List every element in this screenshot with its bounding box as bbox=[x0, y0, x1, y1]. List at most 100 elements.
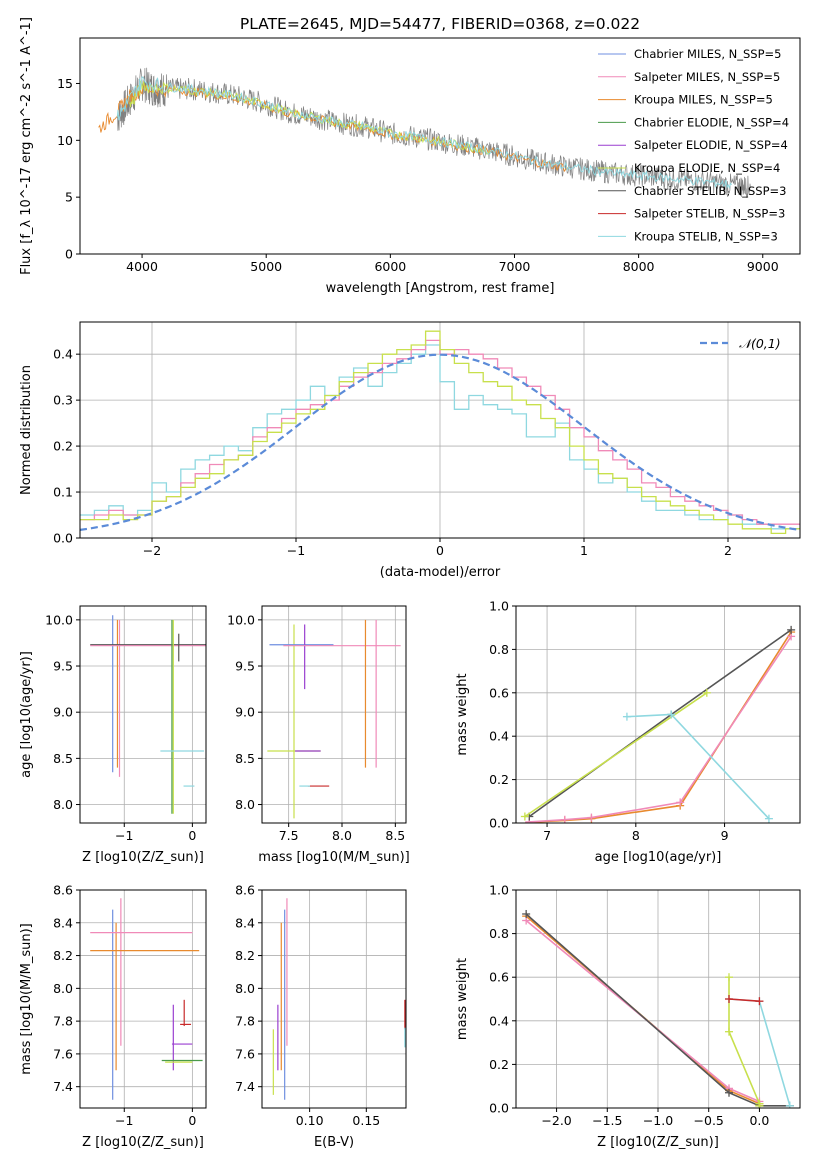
y-tick-label: 8.6 bbox=[53, 883, 73, 898]
x-tick-label: −1 bbox=[115, 1113, 133, 1128]
weight-marker bbox=[725, 995, 733, 1003]
spectrum-series-MILES bbox=[98, 81, 569, 173]
y-tick-label: 8.4 bbox=[53, 915, 73, 930]
y-tick-label: 0.0 bbox=[489, 816, 509, 831]
weight-marker bbox=[725, 973, 733, 982]
x-tick-label: 5000 bbox=[250, 259, 282, 274]
y-tick-label: 9.5 bbox=[235, 659, 255, 674]
weight-line-STELIB bbox=[525, 913, 790, 1107]
y-tick-label: 7.6 bbox=[235, 1046, 255, 1061]
x-axis-label: mass [log10(M/M_sun)] bbox=[258, 850, 410, 865]
panels: 4000 5000 6000 7000 8000 9000051015wavelength… bbox=[19, 17, 801, 1150]
normal-curve bbox=[80, 353, 800, 531]
y-tick-label: 1.0 bbox=[489, 883, 509, 898]
x-tick-label: 0.15 bbox=[352, 1113, 380, 1128]
axes: 7 8 9 0.0 0.2 0.4 0.6 0.8 1.0 age [log10(age/yr)]… bbox=[455, 599, 801, 865]
weight-marker bbox=[787, 625, 796, 634]
legend-entry: Kroupa MILES, N_SSP=5 bbox=[634, 93, 773, 107]
x-tick-label: 7000 bbox=[499, 259, 531, 274]
weight-marker bbox=[520, 812, 529, 821]
legend-entry: Chabrier ELODIE, N_SSP=4 bbox=[634, 115, 789, 129]
axes-frame bbox=[79, 37, 801, 255]
y-tick-label: 0.2 bbox=[489, 772, 509, 787]
weight-marker bbox=[587, 813, 596, 822]
panel-weight_vs_Z: −2.0 −1.5 −1.0 −0.5 0.0 0.0 0.2 0.4 0.6 0.8 1.0 Z [… bbox=[455, 883, 801, 1150]
legend-entry: 𝒩(0,1) bbox=[739, 336, 781, 351]
weight-marker bbox=[676, 798, 685, 807]
spectrum-series-data bbox=[116, 67, 751, 198]
x-tick-label: 0 bbox=[188, 1113, 196, 1128]
y-tick-label: 1.0 bbox=[489, 599, 509, 614]
y-axis-label: age [log10(age/yr)] bbox=[19, 651, 34, 778]
y-tick-label: 8.5 bbox=[235, 751, 255, 766]
legend-entry: Salpeter MILES, N_SSP=5 bbox=[634, 70, 780, 84]
y-tick-label: 8.5 bbox=[53, 751, 73, 766]
x-axis-label: Z [log10(Z/Z_sun)] bbox=[597, 1135, 719, 1150]
y-tick-label: 0.1 bbox=[53, 485, 73, 500]
x-tick-label: 8000 bbox=[623, 259, 655, 274]
y-tick-label: 0.4 bbox=[53, 347, 73, 362]
y-tick-label: 0.6 bbox=[489, 685, 509, 700]
y-axis-label: Normed distribution bbox=[19, 365, 34, 495]
spectrum-series-STELIB bbox=[116, 75, 733, 190]
plot-area bbox=[272, 898, 406, 1100]
legend-entry: Chabrier MILES, N_SSP=5 bbox=[634, 47, 781, 61]
plot-area bbox=[98, 67, 751, 198]
x-tick-label: 8.0 bbox=[332, 828, 352, 843]
x-tick-label: 4000 bbox=[126, 259, 158, 274]
legend-entry: Kroupa STELIB, N_SSP=3 bbox=[634, 229, 778, 243]
panel-residuals: −2 −1 0 1 2 0.0 0.1 0.2 0.3 0.4 (data-model)/error… bbox=[19, 321, 801, 580]
y-tick-label: 0.2 bbox=[489, 1057, 509, 1072]
axes: −2 −1 0 1 2 0.0 0.1 0.2 0.3 0.4 (data-model)/error… bbox=[19, 321, 801, 580]
x-tick-label: −2 bbox=[143, 543, 161, 558]
axes-frame bbox=[515, 605, 801, 824]
weight-marker bbox=[560, 815, 569, 823]
panel-weight_vs_age: 7 8 9 0.0 0.2 0.4 0.6 0.8 1.0 age [log10(age/yr)]… bbox=[455, 599, 801, 865]
residual-histogram-STELIB bbox=[80, 344, 800, 530]
weight-marker bbox=[725, 1027, 733, 1036]
y-axis-label: Flux [f_λ 10^-17 erg cm^-2 s^-1 A^-1] bbox=[19, 17, 34, 275]
axes: 0.10 0.15 7.4 7.6 7.8 8.0 8.2 8.4 8.6 E(B-V) bbox=[235, 883, 407, 1150]
y-tick-label: 15 bbox=[57, 76, 73, 91]
axes: 4000 5000 6000 7000 8000 9000 0 5 10 15 wavelength… bbox=[19, 17, 801, 296]
axes: −1 0 7.4 7.6 7.8 8.0 8.2 8.4 8.6 Z [log10(Z/Z_sun… bbox=[19, 883, 207, 1150]
y-tick-label: 8.0 bbox=[53, 981, 73, 996]
x-tick-label: −1.0 bbox=[643, 1113, 673, 1128]
x-tick-label: 0.10 bbox=[296, 1113, 324, 1128]
weight-marker bbox=[755, 1101, 764, 1108]
y-tick-label: 0.4 bbox=[489, 1013, 509, 1028]
panel-mass_vs_Z: −1 0 7.4 7.6 7.8 8.0 8.2 8.4 8.6 Z [log10(Z/Z_sun… bbox=[19, 883, 207, 1150]
y-tick-label: 0.4 bbox=[489, 729, 509, 744]
weight-marker bbox=[702, 688, 711, 697]
panel-spectrum: 4000 5000 6000 7000 8000 9000 0 5 10 15 wavelength… bbox=[19, 17, 801, 296]
y-tick-label: 8.0 bbox=[235, 981, 255, 996]
spectrum-series-ELODIE bbox=[129, 78, 491, 155]
y-tick-label: 0.2 bbox=[53, 439, 73, 454]
axes-frame bbox=[79, 889, 207, 1109]
weight-marker bbox=[667, 710, 676, 719]
y-axis-label: mass weight bbox=[455, 673, 470, 755]
y-tick-label: 8.2 bbox=[235, 948, 255, 963]
y-tick-label: 7.8 bbox=[53, 1014, 73, 1029]
x-axis-label: age [log10(age/yr)] bbox=[595, 850, 722, 865]
x-axis-label: (data-model)/error bbox=[380, 565, 501, 580]
x-tick-label: 0.0 bbox=[749, 1113, 769, 1128]
weight-marker bbox=[522, 909, 531, 918]
weight-marker bbox=[764, 814, 773, 823]
weight-line-STELIB bbox=[728, 998, 760, 1002]
y-tick-label: 9.0 bbox=[235, 705, 255, 720]
legend-entry: Salpeter STELIB, N_SSP=3 bbox=[634, 207, 785, 221]
y-tick-label: 7.4 bbox=[53, 1079, 73, 1094]
legend-entry: Salpeter ELODIE, N_SSP=4 bbox=[634, 138, 788, 152]
y-tick-label: 0.8 bbox=[489, 926, 509, 941]
x-axis-label: Z [log10(Z/Z_sun)] bbox=[82, 1135, 204, 1150]
y-tick-label: 9.5 bbox=[53, 659, 73, 674]
axes: −1 0 8.0 8.5 9.0 9.5 10.0 Z [log10(Z/Z_sun)] age… bbox=[19, 605, 207, 865]
y-tick-label: 0.0 bbox=[489, 1101, 509, 1116]
x-tick-label: 1 bbox=[580, 543, 588, 558]
y-tick-label: 0.6 bbox=[489, 970, 509, 985]
weight-marker bbox=[622, 712, 631, 721]
y-tick-label: 7.6 bbox=[53, 1046, 73, 1061]
plot-area bbox=[267, 619, 401, 819]
plot-area bbox=[520, 625, 796, 823]
